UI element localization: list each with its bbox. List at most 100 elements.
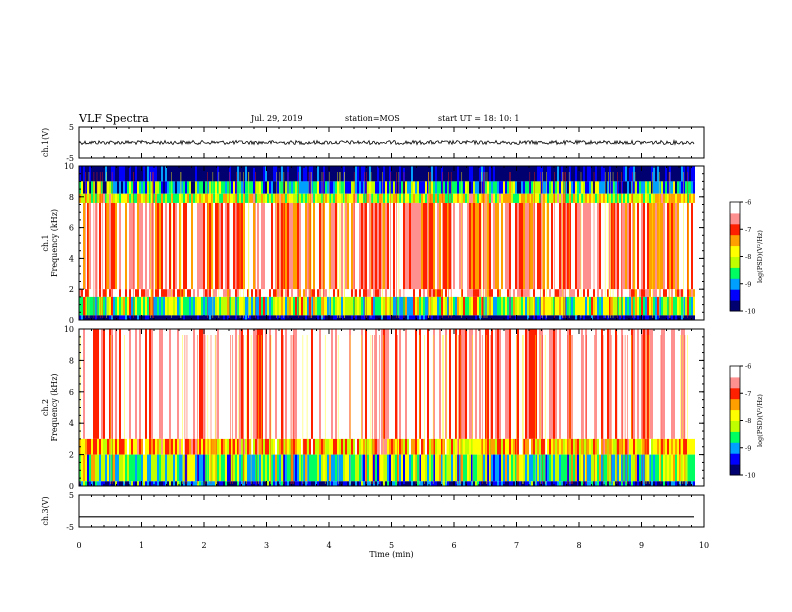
spectrogram-cell — [135, 289, 137, 297]
spectrogram-cell — [261, 296, 263, 316]
spectrogram-cell — [139, 438, 141, 455]
spectrogram-cell — [81, 181, 83, 194]
spectrogram-cell — [611, 438, 613, 455]
spectrogram-cell — [269, 454, 271, 482]
spectrogram-cell — [571, 296, 573, 316]
spectrogram-cell — [631, 289, 633, 297]
spectrogram-cell — [373, 296, 375, 316]
spectrogram-cell — [137, 202, 139, 290]
spectrogram-cell — [199, 329, 201, 439]
spectrogram-cell — [341, 289, 343, 297]
spectrogram-cell — [541, 329, 543, 439]
spectrogram-cell — [299, 202, 301, 290]
spectrogram-cell — [495, 181, 497, 194]
spectrogram-cell — [361, 329, 363, 439]
spectrogram-cell — [495, 438, 497, 455]
spectrogram-cell — [609, 202, 611, 290]
spectrogram-cell — [433, 329, 435, 439]
spectrogram-cell — [107, 193, 109, 203]
spectrogram-cell — [155, 296, 157, 316]
spectrogram-cell — [119, 193, 121, 203]
spectrogram-cell — [205, 481, 207, 486]
spectrogram-cell — [451, 193, 453, 203]
spectrogram-cell — [643, 329, 645, 439]
spectrogram-cell — [647, 438, 649, 455]
spectrogram-cell — [387, 289, 389, 297]
spectrogram-cell — [427, 481, 429, 486]
spectrogram-cell — [543, 438, 545, 455]
spectrogram-cell — [251, 289, 253, 297]
spectrogram-cell — [89, 202, 91, 290]
spectrogram-cell — [673, 329, 675, 439]
spectrogram-cell — [365, 481, 367, 486]
spectrogram-cell — [621, 481, 623, 486]
spectrogram-cell — [691, 181, 693, 194]
spectrogram-cell — [299, 315, 301, 320]
spectrogram-cell — [443, 481, 445, 486]
spectrogram-cell — [325, 193, 327, 203]
spectrogram-cell — [349, 166, 351, 182]
spectrogram-cell — [563, 193, 565, 203]
spectrogram-cell — [411, 166, 413, 182]
spectrogram-cell — [593, 438, 595, 455]
spectrogram-cell — [131, 329, 133, 439]
spectrogram-cell — [123, 202, 125, 290]
spectrogram-cell — [133, 202, 135, 290]
spectrogram-cell — [553, 296, 555, 316]
spectrogram-cell — [491, 438, 493, 455]
spectrogram-cell — [615, 296, 617, 316]
spectrogram-cell — [491, 315, 493, 320]
spectrogram-cell — [267, 454, 269, 482]
spectrogram-cell — [495, 193, 497, 203]
spectrogram-cell — [347, 329, 349, 439]
y-axis-label: ch.1(V) — [41, 128, 50, 157]
spectrogram-cell — [595, 438, 597, 455]
spectrogram-cell — [673, 315, 675, 320]
spectrogram-cell — [335, 315, 337, 320]
colorbar-segment — [730, 420, 740, 432]
spectrogram-cell — [295, 202, 297, 290]
spectrogram-cell — [383, 202, 385, 290]
spectrogram-cell — [337, 289, 339, 297]
spectrogram-cell — [681, 315, 683, 320]
spectrogram-cell — [137, 193, 139, 203]
spectrogram-cell — [421, 289, 423, 297]
spectrogram-cell — [617, 289, 619, 297]
spectrogram-cell — [219, 202, 221, 290]
spectrogram-cell — [229, 296, 231, 316]
spectrogram-cell — [501, 202, 503, 290]
spectrogram-cell — [191, 438, 193, 455]
spectrogram-cell — [409, 454, 411, 482]
spectrogram-cell — [147, 438, 149, 455]
spectrogram-cell — [277, 193, 279, 203]
spectrogram-cell — [629, 166, 631, 182]
spectrogram-cell — [185, 193, 187, 203]
spectrogram-cell — [621, 181, 623, 194]
spectrogram-cell — [417, 289, 419, 297]
spectrogram-cell — [439, 454, 441, 482]
spectrogram-cell — [377, 296, 379, 316]
spectrogram-cell — [197, 296, 199, 316]
spectrogram-cell — [609, 315, 611, 320]
spectrogram-cell — [315, 193, 317, 203]
spectrogram-cell — [693, 481, 695, 486]
spectrogram-cell — [281, 481, 283, 486]
spectrogram-cell — [487, 481, 489, 486]
spectrogram-cell — [685, 193, 687, 203]
spectrogram-cell — [551, 454, 553, 482]
spectrogram-cell — [181, 454, 183, 482]
spectrogram-cell — [163, 329, 165, 439]
spectrogram-cell — [131, 166, 133, 182]
spectrogram-cell — [683, 289, 685, 297]
spectrogram-cell — [623, 181, 625, 194]
spectrogram-cell — [477, 296, 479, 316]
spectrogram-cell — [651, 181, 653, 194]
spectrogram-cell — [465, 296, 467, 316]
spectrogram-cell — [493, 202, 495, 290]
spectrogram-cell — [147, 329, 149, 439]
spectrogram-cell — [673, 202, 675, 290]
colorbar-segment — [730, 398, 740, 411]
spectrogram-cell — [369, 438, 371, 455]
spectrogram-cell — [447, 181, 449, 194]
spectrogram-cell — [357, 315, 359, 320]
